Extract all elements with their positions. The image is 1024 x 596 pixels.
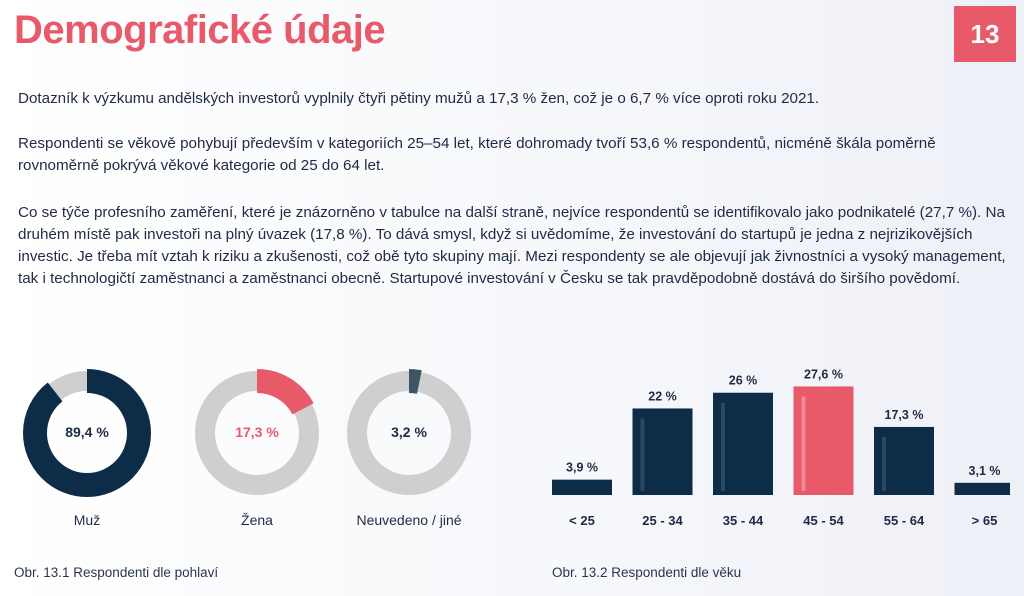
- donut-female-value: 17,3 %: [235, 424, 279, 440]
- donut-other-label: Neuvedeno / jiné: [356, 512, 462, 528]
- bar-highlight: [882, 436, 886, 491]
- bar-category-label: 55 - 64: [884, 513, 925, 528]
- bar-highlight: [640, 418, 645, 491]
- donut-other-value: 3,2 %: [391, 424, 427, 440]
- donut-other: [345, 369, 473, 497]
- age-bar-chart: 3,9 % < 25 22 % 25 - 34 26 % 35 - 44 27,6 % 45 …: [552, 367, 1010, 528]
- paragraph-profession: Co se týče profesního zaměření, které je…: [18, 204, 1006, 287]
- bar-highlight: [801, 396, 806, 491]
- donut-female-label: Žena: [241, 512, 273, 528]
- figure-caption-age: Obr. 13.2 Respondenti dle věku: [552, 565, 742, 580]
- paragraph-age: Respondenti se věkově pohybují především…: [18, 135, 936, 174]
- bar-value-label: 27,6 %: [804, 367, 843, 381]
- page-title: Demografické údaje: [14, 8, 386, 52]
- bar-value-label: 22 %: [648, 389, 677, 403]
- bar-value-label: 3,1 %: [969, 464, 1001, 478]
- bar-category-label: 35 - 44: [723, 513, 764, 528]
- bar-category-label: < 25: [569, 513, 595, 528]
- figure-caption-gender: Obr. 13.1 Respondenti dle pohlaví: [14, 565, 219, 580]
- bar-value-label: 17,3 %: [885, 408, 924, 422]
- bar: [552, 479, 612, 495]
- donut-male-label: Muž: [73, 512, 101, 528]
- donut-male: [23, 369, 151, 497]
- bar-value-label: 26 %: [729, 374, 758, 388]
- donut-segment: [193, 369, 321, 497]
- donut-female: [193, 369, 321, 497]
- bar-category-label: 45 - 54: [803, 513, 844, 528]
- bar-value-label: 3,9 %: [566, 461, 598, 475]
- page-number-badge: 13: [954, 6, 1016, 62]
- bar-category-label: > 65: [972, 513, 998, 528]
- donut-male-value: 89,4 %: [65, 424, 109, 440]
- bar: [954, 482, 1010, 495]
- donut-segment: [23, 369, 151, 497]
- bar-category-label: 25 - 34: [642, 513, 683, 528]
- paragraph-gender: Dotazník k výzkumu andělských investorů …: [18, 90, 820, 107]
- bar-highlight: [721, 402, 725, 491]
- donut-segment: [345, 369, 473, 497]
